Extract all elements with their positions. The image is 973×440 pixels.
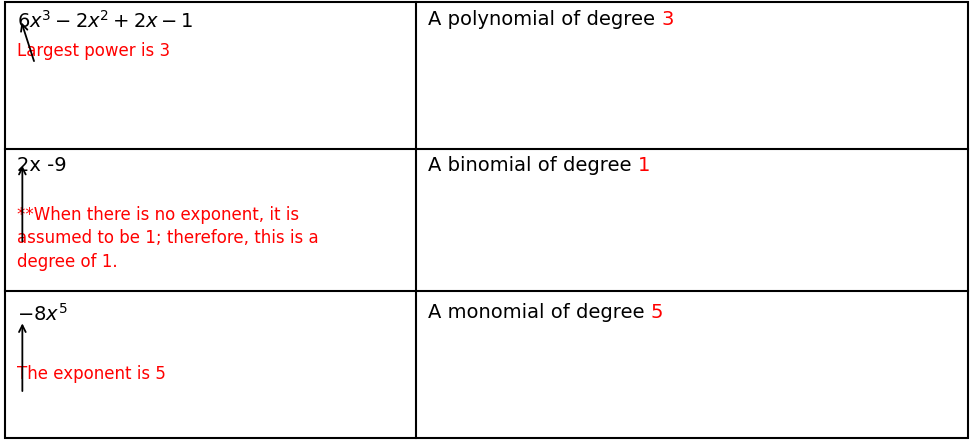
Text: $-8x^5$: $-8x^5$ — [17, 303, 67, 325]
Text: A monomial of degree: A monomial of degree — [428, 303, 651, 322]
Text: A polynomial of degree: A polynomial of degree — [428, 10, 662, 29]
Text: $6x^3 - 2x^2 + 2x - 1$: $6x^3 - 2x^2 + 2x - 1$ — [17, 10, 193, 31]
Text: **When there is no exponent, it is
assumed to be 1; therefore, this is a
degree : **When there is no exponent, it is assum… — [17, 206, 318, 271]
Text: 5: 5 — [651, 303, 664, 322]
Text: A binomial of degree: A binomial of degree — [428, 156, 638, 175]
Text: The exponent is 5: The exponent is 5 — [17, 364, 165, 382]
Text: 2x -9: 2x -9 — [17, 156, 66, 175]
Text: 1: 1 — [638, 156, 650, 175]
Text: 3: 3 — [662, 10, 673, 29]
Text: Largest power is 3: Largest power is 3 — [17, 42, 169, 60]
